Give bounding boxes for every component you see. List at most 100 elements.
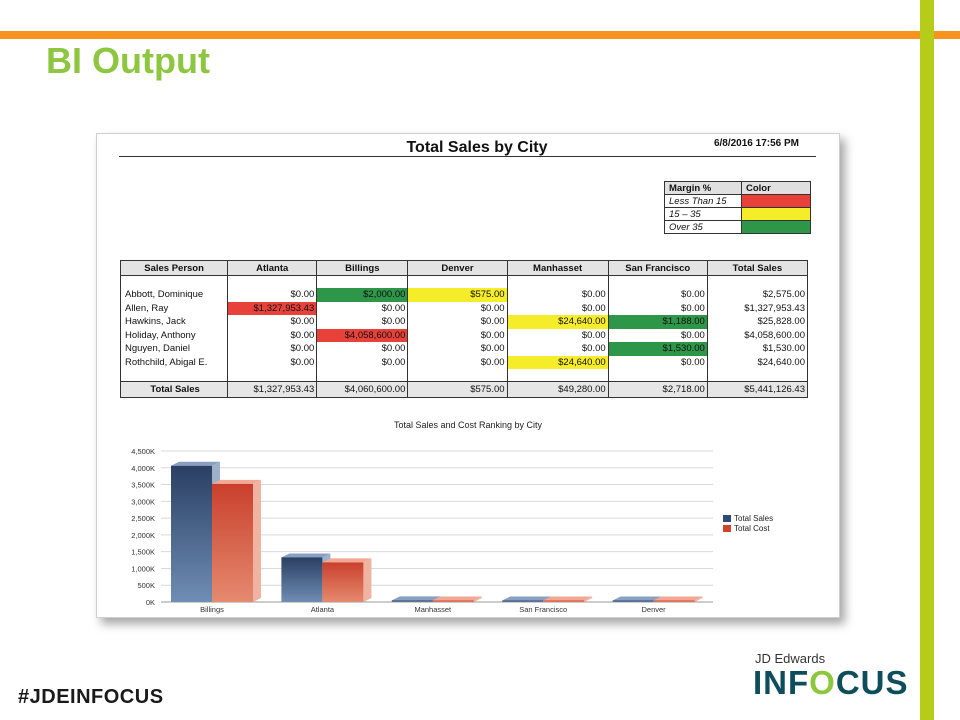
- bar-top: [322, 558, 372, 563]
- cell-manhasset: $0.00: [506, 301, 609, 315]
- bar-top: [281, 553, 331, 558]
- bar-top: [432, 596, 482, 601]
- cell-total: $4,058,600.00: [706, 328, 809, 342]
- total-row: Total Sales $1,327,953.43 $4,060,600.00 …: [119, 381, 809, 398]
- grand-total: $5,441,126.43: [706, 381, 809, 398]
- bar-total-sales: [281, 557, 323, 602]
- cell-atlanta: $1,327,953.43: [227, 301, 318, 315]
- cell-total: $24,640.00: [706, 355, 809, 369]
- sales-person-name: Holiday, Anthony: [119, 328, 229, 342]
- bar-top: [212, 479, 261, 484]
- x-tick-label: Manhasset: [414, 605, 452, 614]
- sales-person-name: Abbott, Dominique: [119, 288, 229, 302]
- cell-total: $1,530.00: [706, 342, 809, 356]
- bar-total-sales: [612, 600, 654, 602]
- legend-row: Less Than 15: [664, 194, 811, 208]
- cell-billings: $0.00: [316, 355, 409, 369]
- table-row: Rothchild, Abigal E. $0.00 $0.00 $0.00 $…: [119, 355, 809, 369]
- legend-label-sales: Total Sales: [734, 513, 774, 523]
- cell-manhasset: $24,640.00: [506, 315, 609, 329]
- cell-denver: $0.00: [407, 342, 508, 356]
- y-tick-label: 2,500K: [131, 514, 155, 523]
- cell-atlanta: $0.00: [227, 342, 318, 356]
- cell-total: $25,828.00: [706, 315, 809, 329]
- report-title: Total Sales by City: [406, 139, 548, 156]
- legend-item-total-sales: Total Sales: [723, 513, 773, 523]
- cell-atlanta: $0.00: [227, 288, 318, 302]
- bar-total-cost: [543, 600, 585, 602]
- cell-billings: $4,058,600.00: [316, 328, 409, 342]
- bar-top: [171, 461, 220, 466]
- chart-title: Total Sales and Cost Ranking by City: [393, 420, 543, 430]
- table-row: Nguyen, Daniel $0.00 $0.00 $0.00 $0.00 $…: [119, 342, 809, 356]
- bar-total-cost: [432, 600, 474, 602]
- chart-legend: Total Sales Total Cost: [723, 513, 773, 533]
- table-row: Abbott, Dominique $0.00 $2,000.00 $575.0…: [119, 288, 809, 302]
- bar-top: [612, 596, 662, 601]
- cell-billings: $0.00: [316, 301, 409, 315]
- cell-manhasset: $0.00: [506, 328, 609, 342]
- legend-item-total-cost: Total Cost: [723, 523, 773, 533]
- x-tick-label: San Francisco: [519, 605, 567, 614]
- cell-total: $2,575.00: [706, 288, 809, 302]
- legend-label: 15 – 35: [664, 207, 742, 221]
- event-hashtag: #JDEINFOCUS: [18, 686, 164, 708]
- col-header-manhasset: Manhasset: [506, 260, 609, 276]
- table-row: Hawkins, Jack $0.00 $0.00 $0.00 $24,640.…: [119, 315, 809, 329]
- spacer-row: [119, 369, 809, 382]
- y-tick-label: 2,000K: [131, 531, 155, 540]
- cell-denver: $0.00: [407, 315, 508, 329]
- x-tick-label: Denver: [642, 605, 667, 614]
- col-header-atlanta: Atlanta: [227, 260, 318, 276]
- cell-san-francisco: $0.00: [607, 355, 708, 369]
- col-header-billings: Billings: [316, 260, 409, 276]
- top-accent-bar: [0, 31, 960, 39]
- x-tick-label: Billings: [200, 605, 224, 614]
- cell-atlanta: $0.00: [227, 355, 318, 369]
- legend-swatch-red: [741, 194, 811, 208]
- total-manhasset: $49,280.00: [506, 381, 609, 398]
- legend-label: Less Than 15: [664, 194, 742, 208]
- legend-row: Over 35: [664, 220, 811, 234]
- sales-cost-bar-chart: 0K 500K 1,000K 1,500K 2,000K 2,500K 3,000K 3,50…: [131, 447, 713, 614]
- legend-swatch-sales: [723, 514, 731, 522]
- bar-total-sales: [171, 465, 212, 602]
- table-row: Holiday, Anthony $0.00 $4,058,600.00 $0.…: [119, 328, 809, 342]
- bar-total-sales: [502, 600, 544, 602]
- col-header-denver: Denver: [407, 260, 508, 276]
- legend-swatch-yellow: [741, 207, 811, 221]
- spacer-row: [119, 275, 809, 288]
- cell-manhasset: $24,640.00: [506, 355, 609, 369]
- bar-total-sales: [391, 600, 433, 602]
- total-atlanta: $1,327,953.43: [227, 381, 318, 398]
- side-accent-bar: [920, 0, 934, 720]
- legend-swatch-green: [741, 220, 811, 234]
- margin-legend: Margin % Color Less Than 15 15 – 35 Over…: [664, 181, 811, 234]
- table-header-row: Sales Person Atlanta Billings Denver Man…: [119, 260, 809, 276]
- cell-total: $1,327,953.43: [706, 301, 809, 315]
- x-tick-label: Atlanta: [311, 605, 335, 614]
- bar-side: [694, 596, 703, 602]
- title-divider: [119, 156, 816, 157]
- sales-person-name: Rothchild, Abigal E.: [119, 355, 229, 369]
- bar-top: [543, 596, 593, 601]
- legend-label-cost: Total Cost: [734, 523, 770, 533]
- y-tick-label: 3,500K: [131, 481, 155, 490]
- cell-san-francisco: $0.00: [607, 328, 708, 342]
- sales-table: Sales Person Atlanta Billings Denver Man…: [119, 260, 809, 398]
- cell-denver: $0.00: [407, 328, 508, 342]
- bar-total-cost: [212, 483, 253, 602]
- bar-side: [363, 558, 372, 602]
- logo-part-o: O: [809, 664, 836, 701]
- y-tick-label: 500K: [137, 581, 155, 590]
- cell-denver: $575.00: [407, 288, 508, 302]
- bar-total-cost: [322, 562, 364, 602]
- legend-row: 15 – 35: [664, 207, 811, 221]
- cell-san-francisco: $0.00: [607, 301, 708, 315]
- bar-side: [473, 596, 482, 602]
- legend-swatch-cost: [723, 524, 731, 532]
- sales-person-name: Allen, Ray: [119, 301, 229, 315]
- bar-side: [584, 596, 593, 602]
- legend-label: Over 35: [664, 220, 742, 234]
- sales-person-name: Hawkins, Jack: [119, 315, 229, 329]
